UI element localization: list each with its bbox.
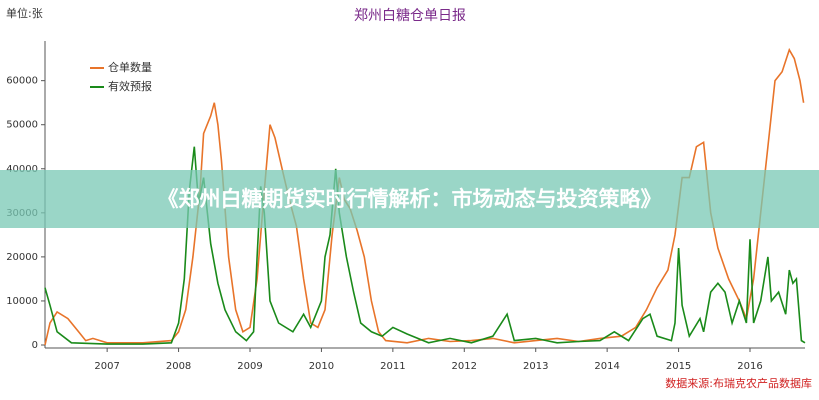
y-tick-label: 40000 [6, 164, 38, 175]
x-tick-label: 2012 [452, 361, 477, 372]
x-tick-label: 2010 [309, 361, 334, 372]
y-tick-label: 50000 [6, 120, 38, 131]
x-tick-label: 2008 [166, 361, 191, 372]
x-tick-label: 2009 [237, 361, 262, 372]
legend-label: 有效预报 [108, 79, 152, 93]
x-tick-label: 2013 [523, 361, 548, 372]
x-tick-label: 2011 [380, 361, 405, 372]
chart-title: 郑州白糖仓单日报 [354, 8, 466, 24]
x-tick-label: 2014 [594, 361, 619, 372]
y-tick-label: 10000 [6, 296, 38, 307]
x-tick-label: 2007 [94, 361, 119, 372]
y-tick-label: 20000 [6, 252, 38, 263]
legend-label: 仓单数量 [108, 60, 152, 74]
series-line [44, 146, 806, 345]
banner: 《郑州白糖期货实时行情解析：市场动态与投资策略》 [0, 170, 819, 228]
y-tick-label: 0 [32, 340, 38, 351]
y-tick-label: 60000 [6, 76, 38, 87]
unit-label: 单位:张 [6, 6, 43, 20]
source-note: 数据来源:布瑞克农产品数据库 [665, 376, 812, 390]
x-tick-label: 2015 [666, 361, 691, 372]
x-tick-label: 2016 [737, 361, 762, 372]
